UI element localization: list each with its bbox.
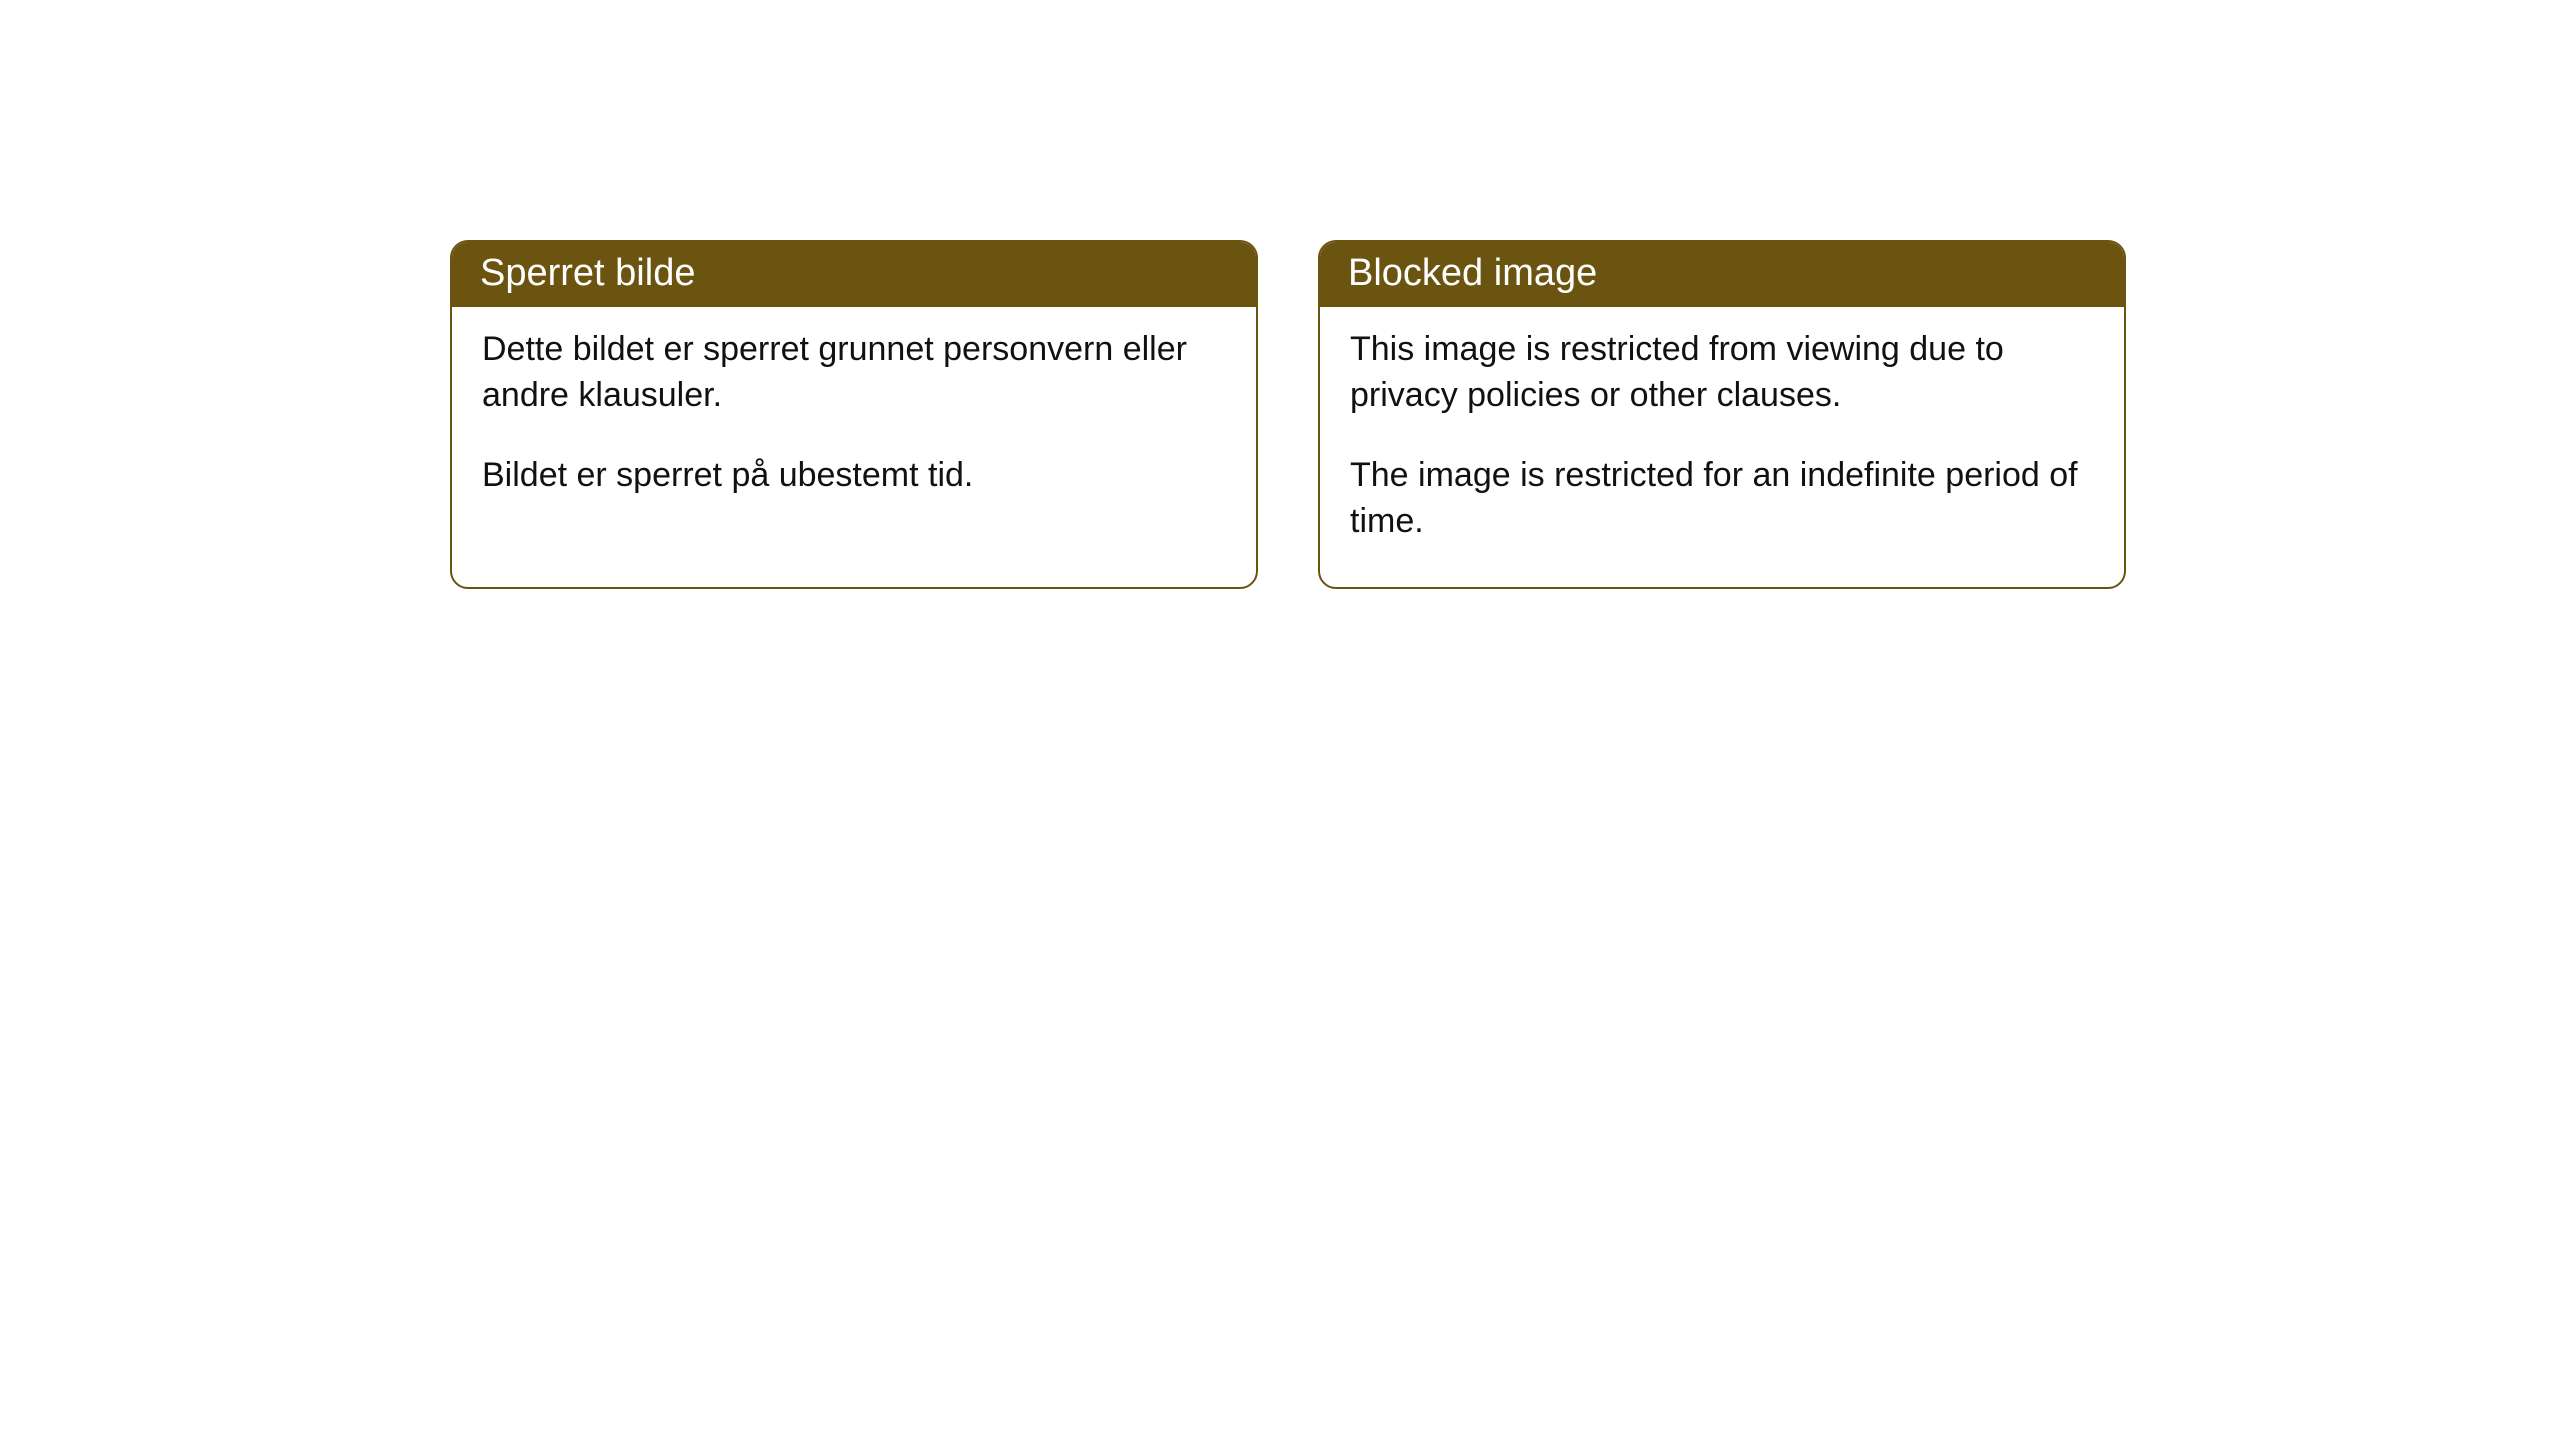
card-body: This image is restricted from viewing du… <box>1320 307 2124 587</box>
notice-paragraph: Dette bildet er sperret grunnet personve… <box>482 327 1226 419</box>
card-header: Sperret bilde <box>452 242 1256 307</box>
card-body: Dette bildet er sperret grunnet personve… <box>452 307 1256 541</box>
notice-card-english: Blocked image This image is restricted f… <box>1318 240 2126 589</box>
notice-paragraph: This image is restricted from viewing du… <box>1350 327 2094 419</box>
notice-paragraph: Bildet er sperret på ubestemt tid. <box>482 453 1226 499</box>
notice-cards-container: Sperret bilde Dette bildet er sperret gr… <box>450 240 2126 589</box>
notice-paragraph: The image is restricted for an indefinit… <box>1350 453 2094 545</box>
notice-card-norwegian: Sperret bilde Dette bildet er sperret gr… <box>450 240 1258 589</box>
card-header: Blocked image <box>1320 242 2124 307</box>
